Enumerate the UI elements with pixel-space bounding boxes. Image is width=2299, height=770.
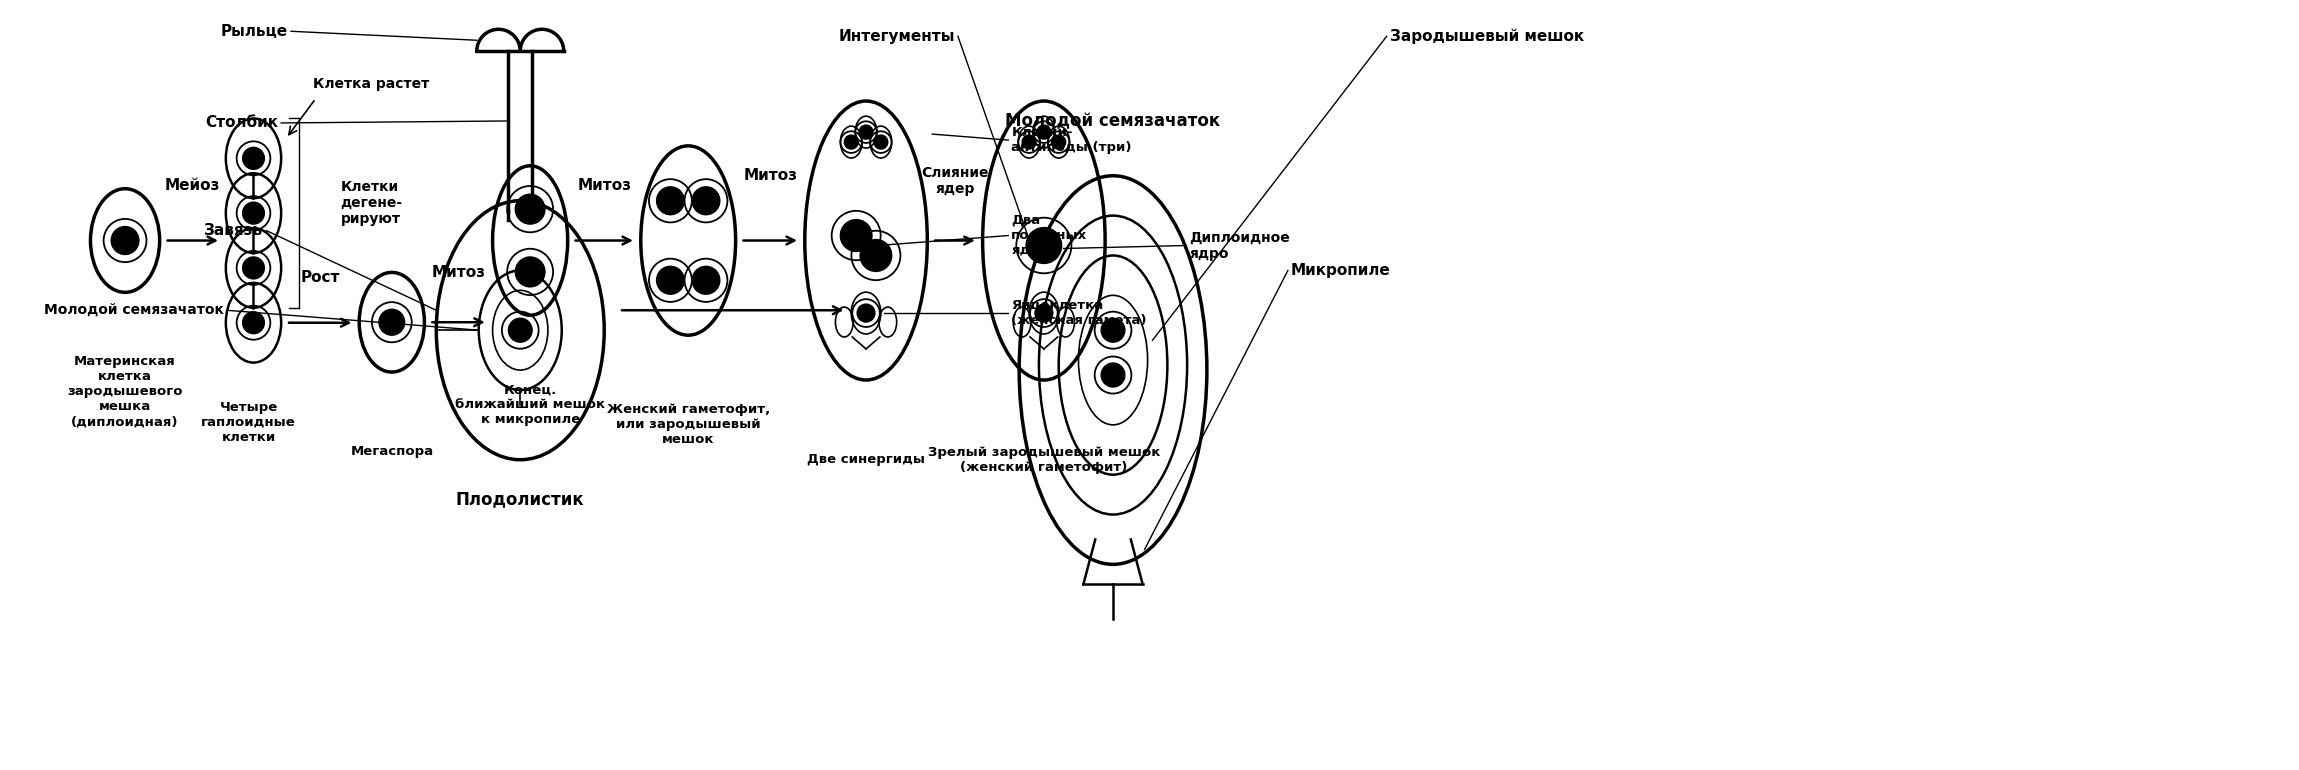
Circle shape <box>244 147 264 169</box>
Circle shape <box>244 257 264 279</box>
Circle shape <box>244 312 264 333</box>
Text: Женский гаметофит,
или зародышевый
мешок: Женский гаметофит, или зародышевый мешок <box>607 403 770 447</box>
Circle shape <box>515 257 545 287</box>
Text: Зрелый зародышевый мешок
(женский гаметофит): Зрелый зародышевый мешок (женский гамето… <box>929 446 1161 474</box>
Text: Молодой семязачаток: Молодой семязачаток <box>44 303 223 317</box>
Circle shape <box>658 187 685 215</box>
Circle shape <box>1037 126 1051 139</box>
Circle shape <box>658 266 685 294</box>
Circle shape <box>858 304 876 322</box>
Text: Четыре
гаплоидные
клетки: Четыре гаплоидные клетки <box>202 401 297 444</box>
Text: Клетки-
антиподы (три): Клетки- антиподы (три) <box>1012 126 1131 154</box>
Circle shape <box>110 226 138 254</box>
Circle shape <box>1101 363 1124 387</box>
Circle shape <box>1035 304 1053 322</box>
Text: Рыльце: Рыльце <box>221 24 287 38</box>
Circle shape <box>508 318 531 342</box>
Text: Клетки
дегене-
рируют: Клетки дегене- рируют <box>340 180 402 226</box>
Text: Плодолистик: Плодолистик <box>455 490 584 509</box>
Text: Конец.
ближайший мешок
к микропиле: Конец. ближайший мешок к микропиле <box>455 383 605 427</box>
Text: Диплоидное
ядро: Диплоидное ядро <box>1189 230 1290 260</box>
Circle shape <box>1051 135 1067 149</box>
Circle shape <box>874 135 887 149</box>
Text: Митоз: Митоз <box>432 265 485 280</box>
Circle shape <box>860 239 892 271</box>
Circle shape <box>1023 135 1037 149</box>
Text: Молодой семязачаток: Молодой семязачаток <box>1005 112 1221 130</box>
Circle shape <box>844 135 858 149</box>
Text: Столбик: Столбик <box>205 116 278 130</box>
Text: Микропиле: Микропиле <box>1290 263 1391 278</box>
Text: Клетка растет: Клетка растет <box>313 76 430 91</box>
Circle shape <box>379 310 405 335</box>
Circle shape <box>692 187 720 215</box>
Circle shape <box>1101 318 1124 342</box>
Text: Материнская
клетка
зародышевого
мешка
(диплоидная): Материнская клетка зародышевого мешка (д… <box>67 356 184 428</box>
Text: Два
полярных
ядра: Два полярных ядра <box>1012 214 1087 257</box>
Text: Митоз: Митоз <box>577 178 632 193</box>
Text: Рост: Рост <box>301 270 340 286</box>
Text: Две синергиды: Две синергиды <box>807 454 924 466</box>
Circle shape <box>841 219 871 252</box>
Circle shape <box>1025 228 1062 263</box>
Circle shape <box>692 266 720 294</box>
Text: Зародышевый мешок: Зародышевый мешок <box>1389 28 1584 44</box>
Text: Завязь: Завязь <box>205 223 264 238</box>
Text: Интегументы: Интегументы <box>839 28 954 44</box>
Text: Митоз: Митоз <box>743 169 798 183</box>
Circle shape <box>244 203 264 224</box>
Text: Слияние
ядер: Слияние ядер <box>922 166 989 196</box>
Text: Яйцеклетка
(женская гамета): Яйцеклетка (женская гамета) <box>1012 299 1147 327</box>
Circle shape <box>860 126 874 139</box>
Text: Мейоз: Мейоз <box>166 178 221 193</box>
Circle shape <box>515 194 545 224</box>
Text: Мегаспора: Мегаспора <box>349 445 435 458</box>
